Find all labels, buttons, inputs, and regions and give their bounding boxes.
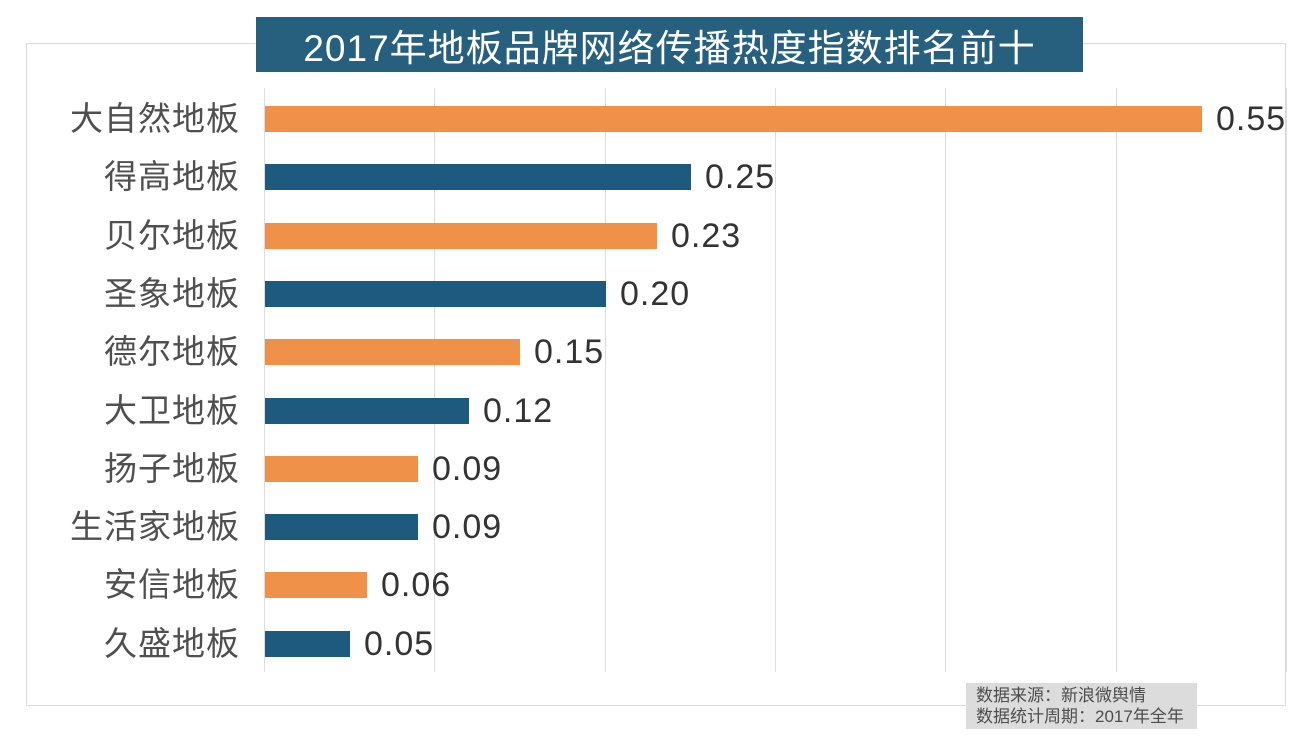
value-label: 0.23	[671, 217, 742, 255]
bar	[265, 106, 1202, 132]
category-label: 大卫地板	[104, 392, 240, 429]
gridline	[264, 88, 265, 672]
bar	[265, 514, 418, 540]
data-source-note: 数据来源：新浪微舆情 数据统计周期：2017年全年	[966, 683, 1197, 729]
value-label: 0.25	[705, 158, 776, 196]
value-label: 0.06	[381, 566, 452, 604]
value-label: 0.20	[620, 275, 691, 313]
value-label: 0.55	[1216, 100, 1287, 138]
value-label: 0.09	[432, 450, 503, 488]
bar	[265, 223, 657, 249]
bar	[265, 398, 469, 424]
gridline	[1116, 88, 1117, 672]
gridline	[1286, 88, 1287, 672]
bar	[265, 281, 606, 307]
category-label: 安信地板	[104, 566, 240, 603]
data-period-line: 数据统计周期：2017年全年	[976, 707, 1184, 726]
value-label: 0.09	[432, 508, 503, 546]
category-label: 久盛地板	[104, 625, 240, 662]
data-source-line: 数据来源：新浪微舆情	[976, 686, 1146, 705]
value-label: 0.15	[534, 333, 605, 371]
category-label: 贝尔地板	[104, 217, 240, 254]
value-label: 0.05	[364, 625, 435, 663]
category-label: 得高地板	[104, 158, 240, 195]
chart-title: 2017年地板品牌网络传播热度指数排名前十	[256, 17, 1083, 72]
bar	[265, 631, 350, 657]
bar	[265, 164, 691, 190]
gridline	[434, 88, 435, 672]
category-label: 圣象地板	[104, 275, 240, 312]
category-label: 大自然地板	[70, 100, 240, 137]
category-label: 生活家地板	[70, 508, 240, 545]
plot-border	[26, 43, 1286, 706]
value-label: 0.12	[483, 392, 554, 430]
bar	[265, 572, 367, 598]
gridline	[775, 88, 776, 672]
bar	[265, 456, 418, 482]
gridline	[945, 88, 946, 672]
category-label: 德尔地板	[104, 333, 240, 370]
gridline	[605, 88, 606, 672]
bar	[265, 339, 520, 365]
category-label: 扬子地板	[104, 450, 240, 487]
